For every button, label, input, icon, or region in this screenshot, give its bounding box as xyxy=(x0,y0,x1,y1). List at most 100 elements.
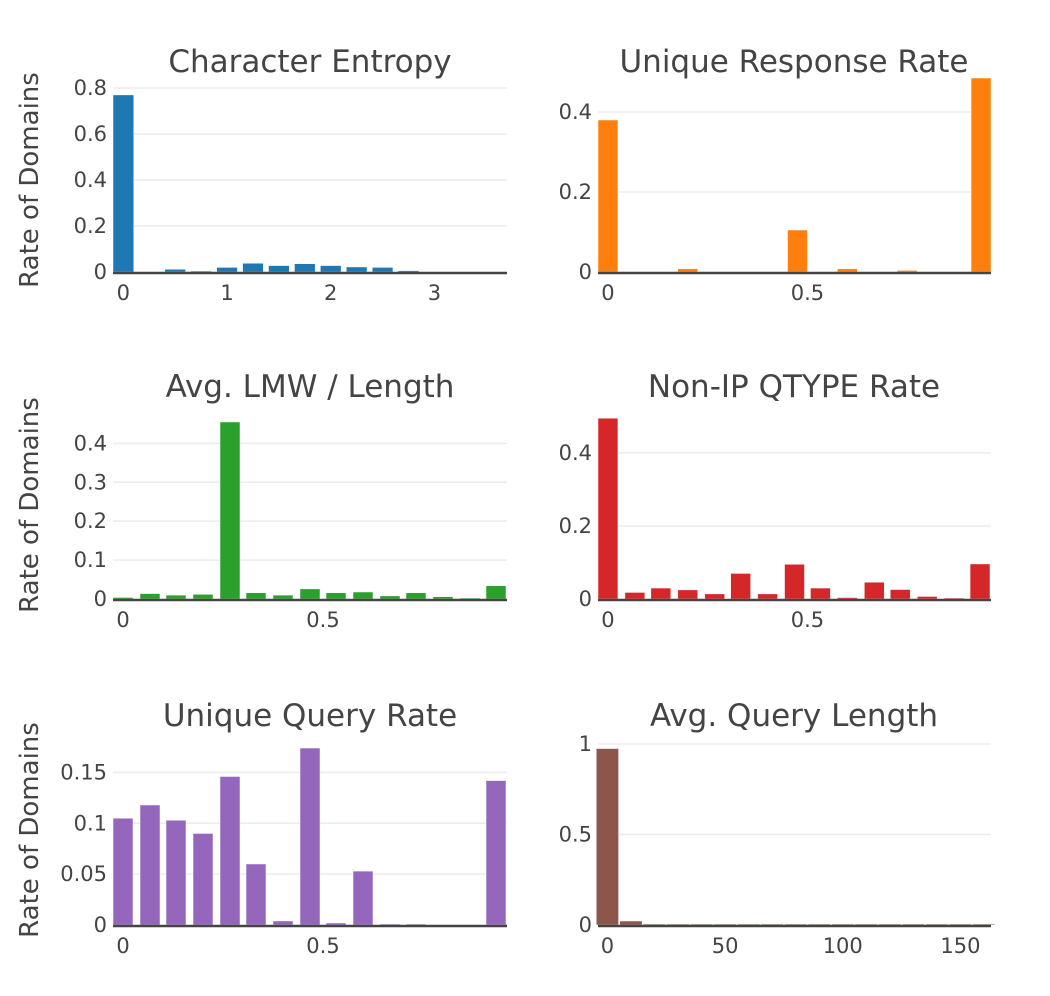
x-tick-labels: 0 50 100 150 xyxy=(601,934,981,958)
chart-title: Avg. LMW / Length xyxy=(166,369,455,405)
y-tick-label: 0.05 xyxy=(60,862,107,886)
bar xyxy=(325,592,347,600)
bar xyxy=(890,589,911,600)
panel-character-entropy: Character Entropy Rate of Domains 0 0.2 0.… xyxy=(15,44,507,305)
bar xyxy=(837,268,858,273)
y-tick-label: 1 xyxy=(579,732,592,756)
y-tick-labels: 0 0.05 0.1 0.15 xyxy=(60,760,107,937)
bar xyxy=(242,263,264,273)
bar xyxy=(704,593,725,600)
bar xyxy=(245,592,267,600)
bar xyxy=(139,804,161,926)
y-tick-label: 0.4 xyxy=(74,431,107,455)
panel-unique-response-rate: Unique Response Rate 00.20.4 0 0.5 xyxy=(559,44,992,305)
x-tick-labels: 0 0.5 xyxy=(601,608,824,632)
bar xyxy=(371,267,394,273)
bar xyxy=(294,263,316,273)
y-axis-label: Rate of Domains xyxy=(15,722,45,938)
bars xyxy=(112,94,420,273)
x-tick-label: 0 xyxy=(116,608,129,632)
bar xyxy=(379,595,401,600)
x-tick-labels: 0 0.5 xyxy=(116,934,339,958)
bars xyxy=(597,77,992,273)
y-tick-labels: 0 0.1 0.2 0.3 0.4 xyxy=(74,431,107,611)
bar xyxy=(112,94,134,273)
bar xyxy=(730,573,751,600)
bar xyxy=(624,592,646,600)
x-tick-label: 0.5 xyxy=(306,934,339,958)
y-tick-label: 0.2 xyxy=(559,514,592,538)
bar xyxy=(650,587,672,600)
x-tick-label: 50 xyxy=(712,934,739,958)
bar xyxy=(432,596,454,600)
y-tick-label: 0.4 xyxy=(74,168,107,192)
bar xyxy=(677,268,698,273)
bar xyxy=(787,229,808,273)
bar xyxy=(268,265,290,273)
bars xyxy=(597,417,991,600)
bar xyxy=(272,594,294,600)
bar xyxy=(192,833,214,926)
x-tick-label: 0.5 xyxy=(791,281,824,305)
bar xyxy=(757,593,778,600)
bar xyxy=(219,776,241,926)
gridlines xyxy=(598,111,991,193)
chart-title: Character Entropy xyxy=(168,44,451,80)
y-tick-labels: 0 0.2 0.4 xyxy=(559,441,592,611)
bar xyxy=(346,266,368,273)
bar xyxy=(619,920,643,926)
y-axis-label: Rate of Domains xyxy=(15,72,45,288)
bar xyxy=(597,119,619,273)
bar xyxy=(969,563,991,600)
y-tick-labels: 0 0.2 0.4 0.6 0.8 xyxy=(74,76,107,284)
gridlines xyxy=(113,87,507,227)
y-tick-label: 0.1 xyxy=(74,548,107,572)
y-tick-label: 0.2 xyxy=(559,180,592,204)
bar xyxy=(970,77,992,273)
panel-avg-lmw-length: Avg. LMW / Length Rate of Domains 0 0.1 0.… xyxy=(15,369,507,632)
bar xyxy=(485,585,507,600)
panel-non-ip-qtype-rate: Non-IP QTYPE Rate 0 0.2 0.4 0 0.5 xyxy=(559,369,991,632)
bar xyxy=(810,587,831,600)
y-tick-label: 0.1 xyxy=(74,811,107,835)
bar xyxy=(139,593,161,600)
x-tick-label: 100 xyxy=(823,934,863,958)
bars xyxy=(112,747,507,926)
bar xyxy=(595,748,619,926)
bar xyxy=(192,594,214,600)
y-tick-label: 0.8 xyxy=(74,76,107,100)
bars xyxy=(595,748,996,926)
chart-title: Avg. Query Length xyxy=(650,698,938,734)
y-tick-label: 0.2 xyxy=(74,509,107,533)
bar xyxy=(352,591,374,600)
x-tick-label: 0.5 xyxy=(791,608,824,632)
y-tick-label: 0.6 xyxy=(74,122,107,146)
bar xyxy=(165,819,187,926)
bars xyxy=(112,421,507,600)
bar xyxy=(677,589,698,600)
bar xyxy=(916,596,938,600)
x-tick-label: 0 xyxy=(601,281,614,305)
y-tick-label: 0.4 xyxy=(559,441,592,465)
bar xyxy=(165,594,187,600)
y-tick-label: 0.4 xyxy=(559,100,592,124)
chart-title: Non-IP QTYPE Rate xyxy=(648,369,940,405)
x-tick-label: 0.5 xyxy=(306,608,339,632)
y-tick-label: 0.3 xyxy=(74,470,107,494)
x-tick-label: 0 xyxy=(601,608,614,632)
y-tick-label: 0 xyxy=(579,260,592,284)
x-tick-label: 0 xyxy=(601,934,614,958)
y-tick-label: 0 xyxy=(94,260,107,284)
chart-title: Unique Query Rate xyxy=(163,698,457,734)
x-tick-label: 2 xyxy=(324,281,337,305)
bar xyxy=(405,592,427,600)
y-axis-label: Rate of Domains xyxy=(15,397,45,613)
bar xyxy=(325,922,347,926)
bar xyxy=(272,920,294,926)
bar xyxy=(864,581,885,600)
gridlines xyxy=(113,442,507,561)
x-tick-label: 0 xyxy=(116,934,129,958)
x-tick-labels: 0 0.5 xyxy=(116,608,339,632)
y-tick-labels: 0 0.2 0.4 xyxy=(559,100,592,284)
bar xyxy=(245,863,267,926)
